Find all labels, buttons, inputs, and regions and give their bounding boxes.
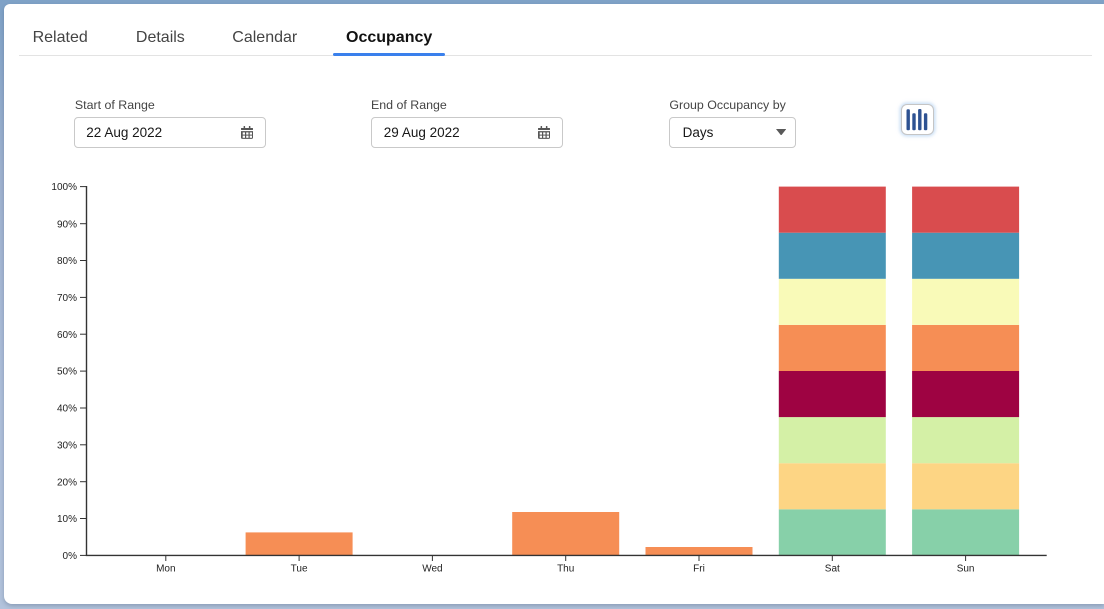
svg-text:80%: 80%: [57, 256, 77, 267]
svg-text:Wed: Wed: [422, 564, 442, 575]
svg-text:20%: 20%: [57, 477, 77, 488]
svg-text:10%: 10%: [57, 514, 77, 525]
svg-text:Thu: Thu: [557, 564, 574, 575]
svg-text:50%: 50%: [57, 367, 77, 378]
svg-text:Fri: Fri: [693, 564, 705, 575]
svg-text:60%: 60%: [57, 330, 77, 341]
svg-text:40%: 40%: [57, 404, 77, 415]
svg-text:Mon: Mon: [156, 564, 175, 575]
svg-text:100%: 100%: [51, 182, 77, 193]
svg-text:Tue: Tue: [291, 564, 308, 575]
svg-text:70%: 70%: [57, 293, 77, 304]
svg-text:90%: 90%: [57, 219, 77, 230]
svg-text:Sat: Sat: [825, 564, 840, 575]
svg-text:0%: 0%: [63, 551, 78, 562]
svg-text:30%: 30%: [57, 440, 77, 451]
svg-text:Sun: Sun: [957, 564, 975, 575]
